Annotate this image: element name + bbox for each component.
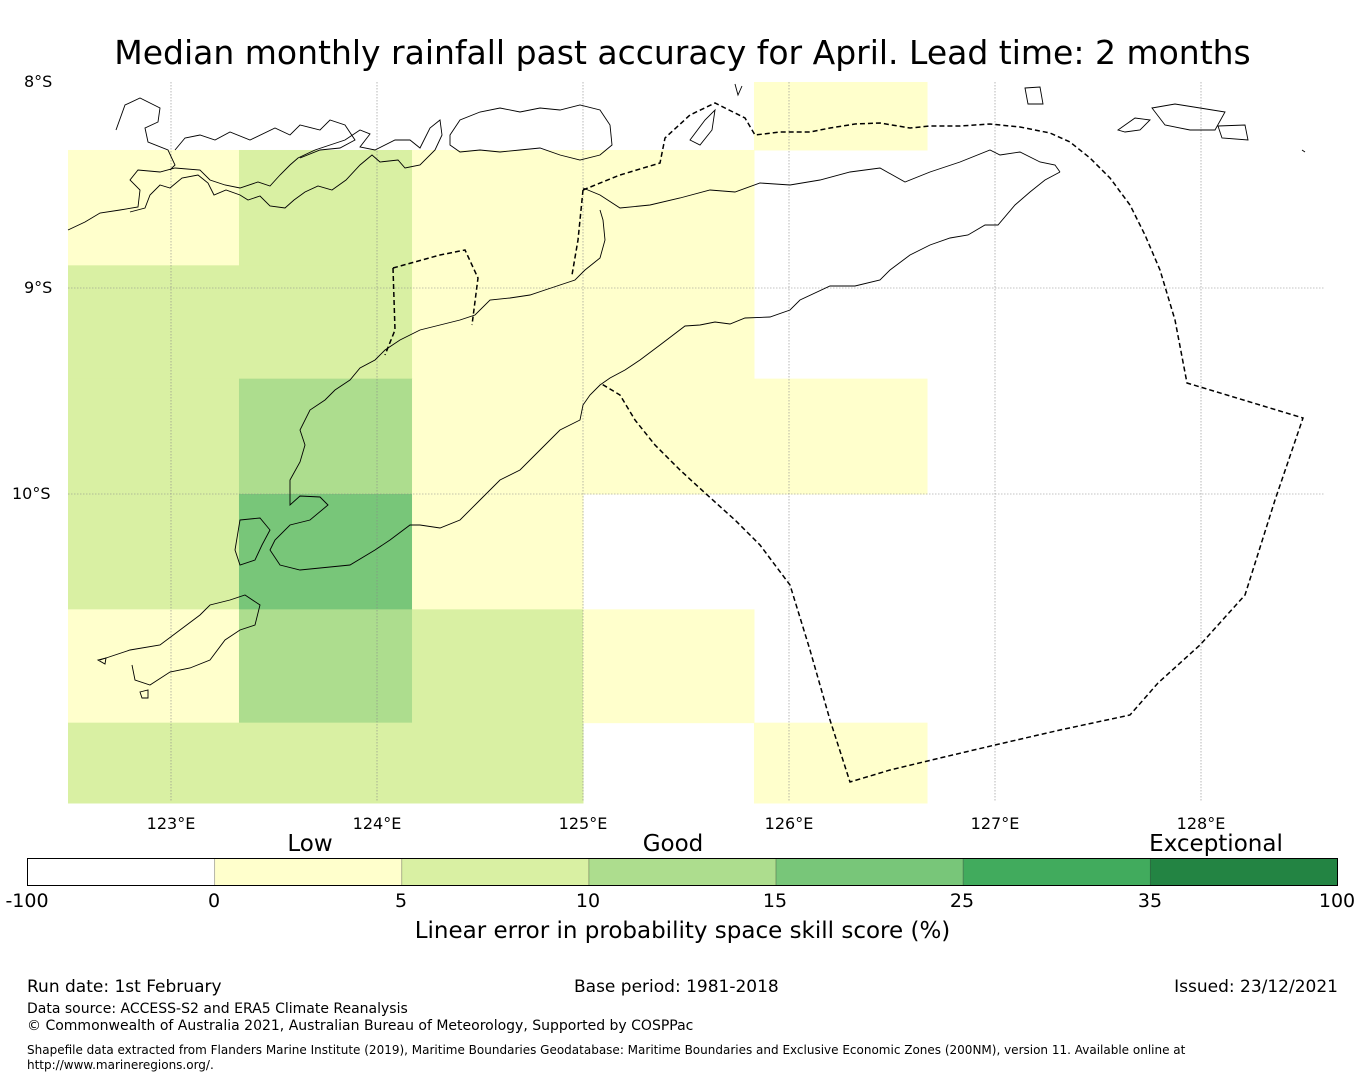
lon-label-125e: 125°E: [558, 814, 608, 833]
grid-cell-r0-c1: [238, 149, 413, 266]
coast-flores-north: [115, 97, 176, 171]
lon-label-127e: 127°E: [970, 814, 1020, 833]
grid-cell-r5-c4: [753, 722, 928, 804]
grid-cell-r2-c1: [238, 378, 413, 495]
copyright: © Commonwealth of Australia 2021, Austra…: [27, 1018, 694, 1034]
colorbar-frame: [27, 858, 1338, 886]
shapefile-credit: Shapefile data extracted from Flanders M…: [27, 1043, 1186, 1057]
grid-cell-r1-c0: [68, 265, 240, 380]
grid-cell-r4-c1: [238, 609, 413, 724]
colorbar-tick-35: 35: [1137, 890, 1163, 912]
grid-cell-r5-c2: [412, 722, 584, 804]
coast-north-island: [174, 119, 356, 159]
colorbar-segment-3: [588, 858, 777, 886]
coast-tiny-2: [1301, 149, 1306, 153]
coastlines: [67, 83, 1306, 699]
lon-label-128e: 128°E: [1176, 814, 1226, 833]
coast-wetar-4: [1217, 124, 1249, 141]
base-period: Base period: 1981-2018: [574, 977, 779, 997]
coast-flores-flores: [67, 119, 443, 231]
colorbar-category-good: Good: [642, 831, 704, 857]
eez-boundary-oecusse: [384, 249, 479, 356]
colorbar-tick-15: 15: [762, 890, 788, 912]
colorbar-tick-100: 100: [1318, 890, 1356, 912]
colorbar-tick-minus100: -100: [5, 890, 49, 912]
coast-alor: [449, 104, 613, 161]
grid-cell-extra-0: [753, 82, 928, 151]
colorbar-segment-6: [1149, 858, 1338, 886]
grid-cell-r5-c1: [238, 722, 413, 804]
grid-cell-r2-c3: [583, 378, 755, 495]
colorbar-segment-4: [775, 858, 964, 886]
grid-cell-r4-c3: [583, 609, 755, 724]
colorbar-tick-5: 5: [394, 890, 408, 912]
grid-cell-r0-c2: [412, 149, 584, 266]
run-date: Run date: 1st February: [27, 977, 222, 997]
grid-cell-r1-c1: [238, 265, 413, 380]
eez-boundary-east-timor: [582, 102, 1304, 783]
lon-label-123e: 123°E: [146, 814, 196, 833]
graticule: [68, 82, 1324, 802]
grid-cell-r0-c0: [68, 149, 240, 266]
grid-cell-r2-c0: [68, 378, 240, 495]
coast-atauro: [689, 108, 716, 146]
colorbar-tick-25: 25: [949, 890, 975, 912]
colorbar-segment-1: [214, 858, 403, 886]
grid-cell-r2-c2: [412, 378, 584, 495]
colorbar-tick-10: 10: [575, 890, 601, 912]
grid-cell-r4-c2: [412, 609, 584, 724]
colorbar-segment-0: [27, 858, 216, 886]
colorbar-segment-5: [962, 858, 1151, 886]
coast-savu: [99, 594, 261, 686]
issued-date: Issued: 23/12/2021: [1174, 977, 1338, 997]
lon-label-126e: 126°E: [764, 814, 814, 833]
lat-label-8s: 8°S: [24, 72, 53, 91]
grid-cell-r3-c2: [412, 494, 584, 610]
coast-small-island-2: [139, 689, 149, 699]
grid-cell-r1-c3: [583, 265, 755, 380]
grid-cell-r1-c2: [412, 265, 584, 380]
grid-cell-r5-c0: [68, 722, 240, 804]
lat-label-10s: 10°S: [12, 484, 51, 503]
coast-tiny: [734, 83, 743, 97]
grid-cell-r0-c3: [583, 149, 755, 266]
grid-cell-r4-c0: [68, 609, 240, 724]
coast-wetar-1: [1024, 86, 1044, 105]
colorbar-category-low: Low: [287, 831, 333, 857]
colorbar: [27, 858, 1338, 886]
colorbar-label: Linear error in probability space skill …: [414, 918, 951, 944]
map-title: Median monthly rainfall past accuracy fo…: [114, 33, 1251, 72]
lon-label-124e: 124°E: [352, 814, 402, 833]
coast-sumba: [234, 517, 271, 566]
grid-cell-r3-c0: [68, 494, 240, 610]
colorbar-segment-2: [401, 858, 590, 886]
coast-timor-north: [582, 149, 1061, 209]
grid-cell-r2-c4: [753, 378, 928, 495]
eez-boundary-west: [571, 189, 584, 276]
maritime-boundaries: [384, 102, 1304, 783]
data-source: Data source: ACCESS-S2 and ERA5 Climate …: [27, 1001, 408, 1017]
grid-cell-r3-c1: [238, 494, 413, 610]
colorbar-tick-0: 0: [207, 890, 221, 912]
coast-small-island-1: [96, 657, 107, 665]
coast-timor-south: [269, 171, 1061, 571]
lat-label-9s: 9°S: [24, 278, 53, 297]
coast-wetar-2: [1116, 117, 1151, 133]
skill-grid: [68, 82, 928, 804]
coast-wetar-3: [1151, 103, 1226, 131]
colorbar-category-exceptional: Exceptional: [1149, 831, 1283, 857]
shapefile-url: http://www.marineregions.org/.: [27, 1058, 214, 1072]
